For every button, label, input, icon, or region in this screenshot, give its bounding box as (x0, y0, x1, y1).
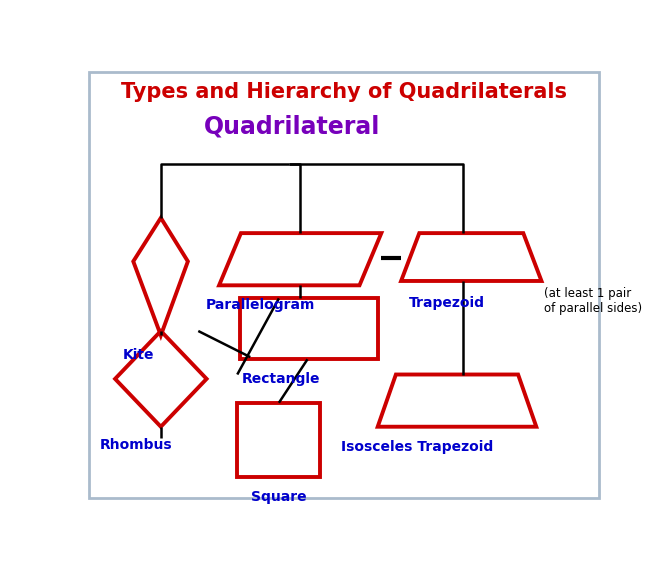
Text: Square: Square (251, 490, 307, 504)
Text: Rhombus: Rhombus (99, 438, 172, 453)
Text: Kite: Kite (123, 349, 154, 362)
Text: Rectangle: Rectangle (242, 372, 321, 386)
Text: Parallelogram: Parallelogram (206, 298, 315, 312)
Text: Types and Hierarchy of Quadrilaterals: Types and Hierarchy of Quadrilaterals (121, 82, 567, 102)
Text: Isosceles Trapezoid: Isosceles Trapezoid (341, 440, 493, 454)
Text: Trapezoid: Trapezoid (409, 296, 485, 310)
Text: (at least 1 pair
of parallel sides): (at least 1 pair of parallel sides) (544, 286, 642, 315)
Text: Quadrilateral: Quadrilateral (204, 115, 380, 138)
